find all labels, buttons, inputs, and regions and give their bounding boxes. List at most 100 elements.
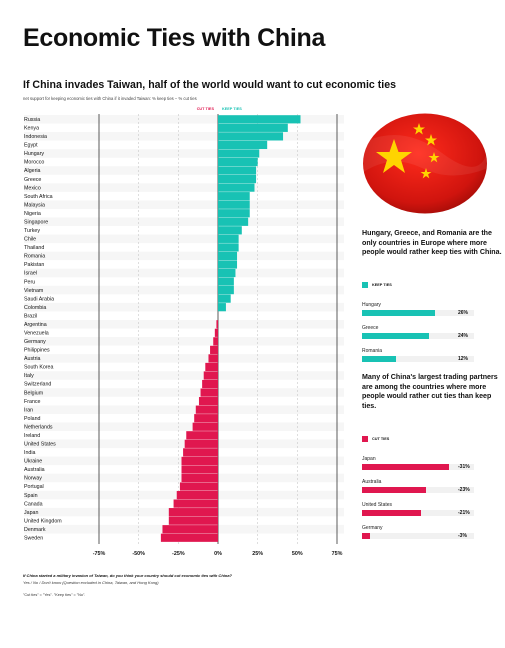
mini-bar-item: Romania — [362, 348, 474, 362]
category-label: Italy — [24, 373, 34, 379]
category-label: United States — [24, 442, 56, 448]
bar — [210, 345, 218, 354]
category-label: Nigeria — [24, 211, 41, 217]
bar — [218, 149, 260, 158]
category-label: Turkey — [24, 228, 40, 234]
category-label: Malaysia — [24, 202, 45, 208]
mini-bar-label: Romania — [362, 348, 383, 354]
keep-ties-legend-label: KEEP TIES — [372, 283, 392, 287]
mini-bar-track — [362, 464, 474, 470]
x-tick-label: 75% — [332, 551, 343, 557]
mini-bar-value: 26% — [458, 310, 469, 316]
category-label: Israel — [24, 271, 37, 277]
category-label: France — [24, 399, 41, 405]
row-band — [24, 200, 344, 209]
bar — [181, 456, 218, 465]
bar — [218, 123, 288, 132]
bar — [179, 482, 218, 491]
category-label: Belgium — [24, 390, 44, 396]
legend-cut-ties: CUT TIES — [197, 107, 215, 111]
mini-bar-item: Hungary — [362, 302, 474, 316]
bar — [176, 490, 218, 500]
category-label: Chile — [24, 237, 36, 243]
bar — [218, 234, 239, 243]
mini-bar-track — [362, 356, 474, 362]
bar — [218, 277, 234, 286]
row-band — [24, 234, 344, 244]
bar — [198, 397, 218, 406]
bar — [168, 516, 218, 525]
cut-ties-heading: Many of China's largest trading partners… — [362, 373, 498, 410]
bar — [186, 431, 218, 440]
bar — [184, 439, 218, 448]
category-label: Morocco — [24, 160, 44, 166]
category-label: Germany — [24, 339, 46, 345]
category-label: Thailand — [24, 245, 44, 251]
legend-keep-ties: KEEP TIES — [222, 107, 242, 111]
category-label: Switzerland — [24, 382, 51, 388]
bar — [218, 251, 238, 261]
mini-bar-label: United States — [362, 502, 393, 508]
category-label: Colombia — [24, 305, 46, 311]
chart-note: net support for keeping economic ties wi… — [23, 96, 197, 101]
category-label: Argentina — [24, 322, 47, 328]
bar — [218, 243, 239, 252]
mini-bar-fill — [362, 356, 396, 362]
row-band — [24, 251, 344, 261]
mini-bar-fill — [362, 510, 421, 516]
row-band — [24, 217, 344, 227]
category-label: Portugal — [24, 484, 44, 490]
row-band — [24, 268, 344, 278]
category-label: Canada — [24, 501, 43, 507]
category-label: Vietnam — [24, 288, 44, 294]
mini-bar-value: -21% — [458, 510, 470, 516]
category-label: Mexico — [24, 185, 41, 191]
mini-bar-label: Australia — [362, 479, 382, 485]
bar — [218, 166, 257, 175]
keep-ties-swatch — [362, 282, 368, 288]
row-band — [24, 388, 344, 397]
row-band — [24, 319, 344, 329]
bar — [194, 414, 218, 423]
bar-chart: -75% -50% -25% 0% 25% 50% 75% CUT TIES KEEP TIES… — [24, 107, 344, 557]
row-band — [24, 183, 344, 192]
bar — [218, 192, 250, 201]
category-label: Indonesia — [24, 134, 47, 140]
chart-subtitle: If China invades Taiwan, half of the wor… — [23, 79, 396, 91]
category-label: Netherlands — [24, 424, 53, 430]
x-tick-label: 25% — [252, 551, 263, 557]
category-label: Russia — [24, 117, 40, 123]
bar — [162, 525, 218, 534]
bar — [218, 115, 301, 124]
row-band — [24, 405, 344, 414]
category-label: Poland — [24, 416, 41, 422]
survey-answers: Yes / No / Don't know (Question excluded… — [23, 580, 159, 585]
mini-bar-fill — [362, 310, 435, 316]
bar — [200, 388, 218, 397]
survey-question: If China started a military invasion of … — [23, 573, 232, 578]
mini-bar-item: Greece — [362, 325, 474, 339]
mini-bar-fill — [362, 333, 430, 339]
bar — [181, 473, 218, 483]
bar — [218, 157, 258, 167]
bar — [218, 174, 257, 184]
mini-bar-fill — [362, 464, 449, 470]
bar — [218, 140, 268, 150]
mini-bar-label: Germany — [362, 525, 383, 531]
bar — [183, 448, 218, 457]
mini-bar-label: Hungary — [362, 302, 381, 308]
bar — [213, 337, 218, 346]
category-label: Kenya — [24, 126, 39, 132]
bar — [168, 508, 218, 517]
bar — [216, 320, 218, 329]
category-label: Denmark — [24, 527, 46, 533]
category-label: Romania — [24, 254, 45, 260]
row-band — [24, 439, 344, 449]
mini-bar-value: 12% — [458, 356, 469, 362]
category-label: Austria — [24, 356, 41, 362]
row-band — [24, 302, 344, 312]
bar — [208, 354, 218, 363]
category-label: Pakistan — [24, 262, 44, 268]
row-band — [24, 149, 344, 158]
category-label: Iran — [24, 407, 33, 413]
